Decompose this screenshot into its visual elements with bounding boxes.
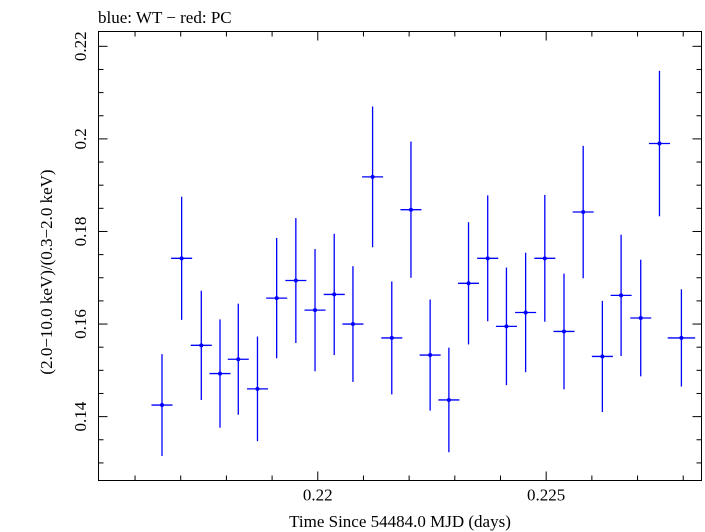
- point-marker: [199, 343, 204, 348]
- data-point: [495, 267, 517, 386]
- data-point: [591, 300, 613, 412]
- point-marker: [236, 357, 241, 362]
- data-point: [400, 141, 422, 278]
- y-tick-label: 0.2: [71, 128, 90, 149]
- plot-frame: [98, 31, 702, 481]
- data-point: [190, 290, 212, 400]
- point-marker: [657, 141, 662, 146]
- point-marker: [600, 354, 605, 359]
- data-point: [362, 106, 384, 248]
- data-point: [667, 289, 696, 387]
- data-point: [323, 233, 345, 356]
- data-point: [477, 195, 499, 322]
- point-marker: [581, 210, 586, 215]
- point-marker: [466, 281, 471, 286]
- data-point: [266, 237, 288, 359]
- point-marker: [389, 335, 394, 340]
- y-tick-label: 0.14: [71, 401, 90, 431]
- point-marker: [293, 278, 298, 283]
- point-marker: [523, 310, 528, 315]
- tick-labels: 0.22 0.225 0.14 0.16 0.18 0.2 0.22: [71, 31, 565, 504]
- data-point: [209, 319, 231, 428]
- data-point: [610, 234, 632, 356]
- point-marker: [619, 293, 624, 298]
- data-point: [572, 145, 594, 279]
- point-marker: [679, 335, 684, 340]
- data-point: [515, 252, 537, 373]
- data-point: [553, 273, 575, 390]
- data-point: [227, 303, 249, 415]
- data-point: [285, 218, 307, 344]
- x-tick-label: 0.22: [303, 486, 333, 505]
- y-axis-label: (2.0−10.0 keV)/(0.3−2.0 keV): [37, 169, 56, 374]
- point-marker: [638, 316, 643, 321]
- y-tick-label: 0.18: [71, 217, 90, 247]
- data-point: [438, 347, 460, 453]
- chart-title: blue: WT − red: PC: [98, 8, 232, 27]
- data-points: [151, 70, 696, 456]
- x-axis-label: Time Since 54484.0 MJD (days): [289, 512, 511, 531]
- point-marker: [370, 174, 375, 179]
- y-tick-label: 0.16: [71, 309, 90, 339]
- data-point: [246, 336, 268, 442]
- point-marker: [408, 207, 413, 212]
- data-point: [381, 281, 403, 395]
- data-point: [534, 194, 556, 322]
- point-marker: [561, 329, 566, 334]
- point-marker: [313, 308, 318, 313]
- point-marker: [332, 292, 337, 297]
- point-marker: [159, 403, 164, 408]
- data-point: [151, 354, 173, 456]
- point-marker: [274, 296, 279, 301]
- point-marker: [504, 324, 509, 329]
- data-point: [648, 70, 670, 217]
- data-point: [630, 259, 652, 377]
- point-marker: [485, 256, 490, 261]
- data-point: [342, 266, 364, 382]
- y-tick-label: 0.22: [71, 31, 90, 61]
- point-marker: [428, 353, 433, 358]
- point-marker: [179, 256, 184, 261]
- data-point: [458, 222, 480, 345]
- point-marker: [255, 386, 260, 391]
- axis-ticks: [98, 31, 702, 481]
- point-marker: [350, 322, 355, 327]
- point-marker: [218, 371, 223, 376]
- data-point: [304, 249, 326, 372]
- point-marker: [542, 256, 547, 261]
- point-marker: [446, 397, 451, 402]
- data-point: [171, 196, 193, 320]
- x-tick-label: 0.225: [527, 486, 565, 505]
- data-point: [419, 299, 441, 411]
